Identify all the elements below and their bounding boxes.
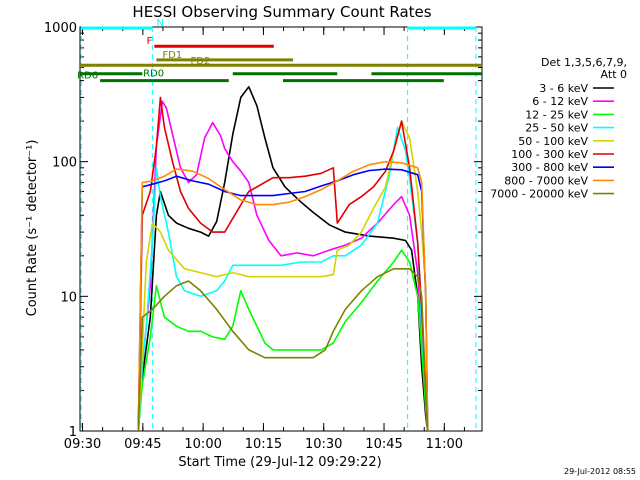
x-tick-label: 10:30	[305, 437, 342, 452]
x-tick-label: 09:45	[124, 437, 161, 452]
legend-entry-label: 25 - 50 keV	[525, 122, 588, 135]
legend-entry-label: 7000 - 20000 keV	[490, 188, 588, 201]
footer-date: 29-Jul-2012 08:55	[564, 467, 636, 476]
x-tick-labels: 09:30 09:45 10:00 10:15 10:30 10:45 11:00	[64, 437, 463, 452]
flag-label-rd0: RD0	[143, 69, 164, 80]
flag-label-rd6: RD6	[77, 71, 98, 82]
legend-entry-label: 300 - 800 keV	[511, 161, 588, 174]
x-tick-label: 10:00	[184, 437, 221, 452]
legend-entry-label: 50 - 100 keV	[518, 135, 588, 148]
series-line-2	[137, 249, 429, 431]
chart-title: HESSI Observing Summary Count Rates	[132, 3, 431, 21]
y-tick-label: 10	[60, 290, 77, 305]
series-line-5	[137, 96, 429, 431]
series-line-8	[137, 268, 429, 431]
flag-label-n: N	[156, 18, 163, 29]
series-layer	[137, 86, 429, 431]
x-tick-label: 11:00	[426, 437, 463, 452]
y-axis-label: Count Rate (s⁻¹ detector⁻¹)	[25, 140, 40, 317]
flag-label-fd1: FD1	[162, 50, 182, 61]
legend-title-line1: Det 1,3,5,6,7,9,	[541, 56, 627, 69]
legend-entry-label: 6 - 12 keV	[532, 95, 588, 108]
x-tick-label: 09:30	[64, 437, 101, 452]
legend-title-line2: Att 0	[601, 68, 627, 81]
x-tick-label: 10:15	[245, 437, 282, 452]
legend-entry-label: 800 - 7000 keV	[504, 174, 588, 187]
flag-label-f: F	[147, 36, 153, 47]
y-tick-labels: 1 10 100 1000	[44, 21, 77, 440]
flag-label-fd2: FD2	[191, 56, 211, 67]
series-line-7	[137, 160, 429, 431]
y-tick-label: 100	[52, 156, 77, 171]
plot-frame	[79, 26, 483, 432]
legend-entry-label: 3 - 6 keV	[539, 82, 588, 95]
x-axis-label: Start Time (29-Jul-12 09:29:22)	[178, 455, 381, 470]
series-line-1	[137, 100, 429, 431]
flag-bars-layer: NF FD1 FD2 RD0 RD6	[77, 18, 482, 83]
legend-entry-label: 12 - 25 keV	[525, 108, 588, 121]
y-tick-label: 1	[69, 425, 77, 440]
series-line-0	[137, 86, 429, 431]
series-line-6	[137, 168, 429, 431]
y-tick-label: 1000	[44, 21, 77, 36]
series-line-3	[137, 126, 429, 431]
x-tick-label: 10:45	[365, 437, 402, 452]
legend-entry-label: 100 - 300 keV	[511, 148, 588, 161]
series-line-4	[137, 120, 429, 431]
